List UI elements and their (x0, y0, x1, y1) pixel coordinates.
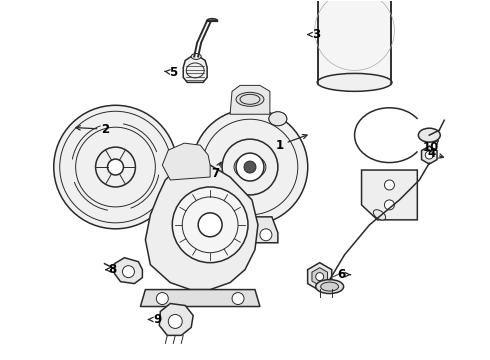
Polygon shape (312, 268, 327, 285)
Polygon shape (308, 263, 332, 291)
Ellipse shape (321, 282, 339, 291)
Ellipse shape (269, 112, 287, 126)
Ellipse shape (236, 92, 264, 106)
Circle shape (96, 147, 135, 187)
Ellipse shape (418, 128, 440, 142)
Text: 7: 7 (211, 167, 219, 180)
Ellipse shape (240, 94, 260, 104)
Circle shape (316, 273, 324, 280)
Polygon shape (115, 258, 143, 284)
Polygon shape (159, 303, 193, 336)
Text: 9: 9 (153, 313, 162, 326)
Ellipse shape (178, 170, 196, 184)
Ellipse shape (317, 73, 392, 91)
Ellipse shape (373, 210, 386, 220)
Circle shape (202, 119, 298, 215)
Circle shape (156, 293, 168, 305)
Circle shape (182, 152, 192, 162)
Circle shape (172, 187, 248, 263)
Circle shape (232, 293, 244, 305)
Polygon shape (146, 163, 258, 289)
Circle shape (228, 229, 240, 241)
Circle shape (122, 266, 134, 278)
Ellipse shape (269, 112, 287, 126)
Polygon shape (162, 143, 210, 180)
Bar (318, 0, 392, 82)
Text: 1: 1 (276, 139, 284, 152)
Text: 10: 10 (423, 141, 440, 154)
Circle shape (54, 105, 177, 229)
Circle shape (385, 200, 394, 210)
Text: 8: 8 (108, 263, 117, 276)
Ellipse shape (191, 54, 201, 59)
Circle shape (107, 159, 123, 175)
Polygon shape (421, 146, 437, 164)
Polygon shape (222, 217, 278, 243)
Circle shape (182, 197, 238, 253)
Circle shape (236, 153, 264, 181)
Circle shape (60, 111, 172, 223)
Text: 4: 4 (427, 147, 436, 159)
Circle shape (75, 127, 155, 207)
Polygon shape (183, 57, 207, 82)
Circle shape (168, 315, 182, 328)
Circle shape (244, 161, 256, 173)
Ellipse shape (316, 280, 343, 293)
Polygon shape (230, 85, 270, 114)
Text: 6: 6 (338, 268, 346, 281)
Circle shape (260, 229, 272, 241)
Text: 3: 3 (313, 28, 321, 41)
Circle shape (192, 109, 308, 225)
Circle shape (198, 213, 222, 237)
Polygon shape (362, 170, 417, 220)
Polygon shape (141, 289, 260, 306)
Circle shape (385, 180, 394, 190)
Circle shape (222, 139, 278, 195)
Circle shape (182, 172, 192, 182)
Circle shape (425, 151, 433, 159)
Ellipse shape (186, 63, 204, 78)
Text: 2: 2 (101, 123, 110, 136)
Ellipse shape (178, 150, 196, 164)
Text: 5: 5 (169, 66, 177, 79)
